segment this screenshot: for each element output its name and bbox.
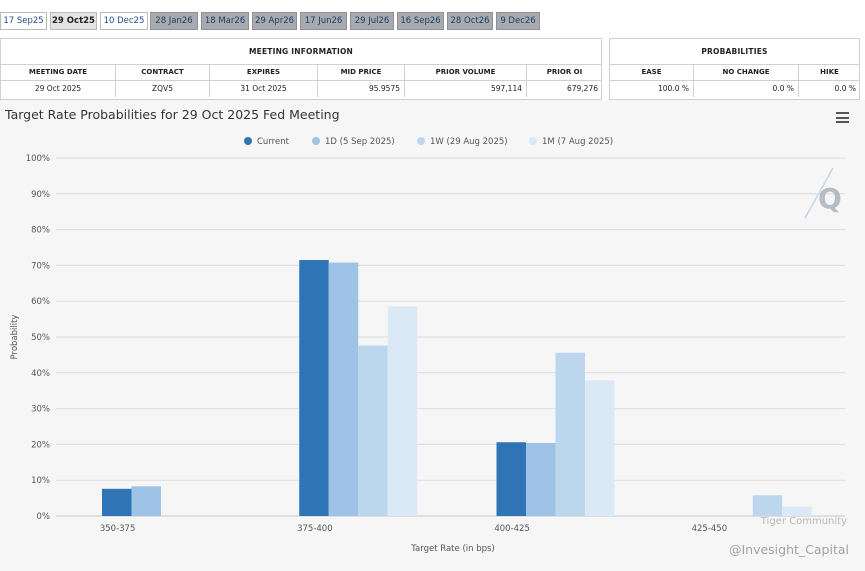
prior-oi-value: 679,276 xyxy=(566,84,598,93)
bar-1m-425-450 xyxy=(782,506,812,516)
col-no-change: NO CHANGE xyxy=(694,65,799,81)
tiger-community-watermark: Tiger Community xyxy=(760,516,847,527)
mid-price-value: 95.9575 xyxy=(318,81,405,97)
tab-meeting-8[interactable]: 16 Sep26 xyxy=(397,12,444,30)
bar-1d-350-375 xyxy=(131,486,161,516)
x-tick-label: 400-425 xyxy=(494,524,530,534)
x-tick-label: 375-400 xyxy=(297,524,333,534)
svg-text:Q: Q xyxy=(818,182,842,215)
legend-dot-icon xyxy=(312,137,320,145)
y-tick-label: 90% xyxy=(31,190,50,200)
col-mid-price: MID PRICE xyxy=(318,65,405,81)
chart-svg: 0% 10% 20% 30% 40% 50% 60% 70% 80% 90% 100% 350-375… xyxy=(10,154,845,554)
col-expires: EXPIRES xyxy=(210,65,318,81)
tab-meeting-4[interactable]: 18 Mar26 xyxy=(201,12,249,30)
col-prior-volume: PRIOR VOLUME xyxy=(405,65,527,81)
y-tick-label: 80% xyxy=(31,226,50,236)
legend-item-3[interactable]: 1M (7 Aug 2025) xyxy=(529,137,613,147)
y-tick-label: 0% xyxy=(37,512,51,522)
bar-1m-400-425 xyxy=(585,380,615,516)
hike-value: 0.0 % xyxy=(834,84,856,93)
meeting-information-header: MEETING INFORMATION xyxy=(1,39,601,65)
legend-label: 1D (5 Sep 2025) xyxy=(325,137,395,147)
col-contract: CONTRACT xyxy=(116,65,210,81)
legend-item-0[interactable]: Current xyxy=(244,137,289,147)
q-logo-icon: Q xyxy=(804,167,842,219)
legend-item-1[interactable]: 1D (5 Sep 2025) xyxy=(312,137,395,147)
y-axis-label: Probability xyxy=(10,315,20,360)
target-rate-chart: 0% 10% 20% 30% 40% 50% 60% 70% 80% 90% 100% 350-375… xyxy=(0,100,865,571)
meeting-date-tabs: 17 Sep25 29 Oct25 10 Dec25 28 Jan26 18 Mar26… xyxy=(0,12,865,30)
bar-1d-400-425 xyxy=(526,442,556,516)
y-tick-label: 40% xyxy=(31,369,50,379)
tab-meeting-2[interactable]: 10 Dec25 xyxy=(100,12,148,30)
y-tick-label: 30% xyxy=(31,405,50,415)
meeting-info-value-row: 29 Oct 2025 ZQV5 31 Oct 2025 95.9575 597… xyxy=(1,81,601,97)
col-prior-oi: PRIOR OI xyxy=(546,68,583,76)
x-tick-label: 425-450 xyxy=(692,524,728,534)
ease-value: 100.0 % xyxy=(610,81,694,97)
bar-1w-400-425 xyxy=(555,352,585,516)
bar-1w-425-450 xyxy=(752,495,783,516)
y-tick-label: 60% xyxy=(31,297,50,307)
legend-label: Current xyxy=(257,137,289,147)
contract-value: ZQV5 xyxy=(116,81,210,97)
y-tick-label: 100% xyxy=(26,154,50,164)
bar-current-400-425 xyxy=(496,442,526,516)
expires-value: 31 Oct 2025 xyxy=(210,81,318,97)
legend-dot-icon xyxy=(417,137,425,145)
probabilities-value-row: 100.0 % 0.0 % 0.0 % xyxy=(610,81,859,97)
probabilities-panel: PROBABILITIES EASE NO CHANGE HIKE 100.0 … xyxy=(609,38,860,100)
x-axis-label: Target Rate (in bps) xyxy=(410,544,495,554)
bar-1m-375-400 xyxy=(387,306,418,516)
x-tick-label: 350-375 xyxy=(100,524,136,534)
bar-current-350-375 xyxy=(102,488,132,516)
bar-1w-375-400 xyxy=(358,345,388,516)
no-change-value: 0.0 % xyxy=(694,81,799,97)
chart-legend: Current 1D (5 Sep 2025) 1W (29 Aug 2025) 1M… xyxy=(0,137,865,151)
probabilities-header: PROBABILITIES xyxy=(610,39,859,65)
meeting-date-value: 29 Oct 2025 xyxy=(1,81,116,97)
chart-title: Target Rate Probabilities for 29 Oct 202… xyxy=(5,107,340,122)
legend-label: 1M (7 Aug 2025) xyxy=(542,137,614,147)
col-hike: HIKE xyxy=(820,68,839,76)
prior-volume-value: 597,114 xyxy=(405,81,527,97)
tab-meeting-1[interactable]: 29 Oct25 xyxy=(50,12,97,30)
legend-item-2[interactable]: 1W (29 Aug 2025) xyxy=(417,137,508,147)
handle-watermark: @Invesight_Capital xyxy=(728,542,849,557)
y-tick-label: 20% xyxy=(31,440,50,450)
bar-1d-375-400 xyxy=(328,262,359,516)
meeting-info-header-row: MEETING DATE CONTRACT EXPIRES MID PRICE … xyxy=(1,65,601,81)
col-meeting-date: MEETING DATE xyxy=(1,65,116,81)
tab-meeting-6[interactable]: 17 Jun26 xyxy=(300,12,347,30)
tab-meeting-0[interactable]: 17 Sep25 xyxy=(0,12,47,30)
bar-current-375-400 xyxy=(299,260,329,516)
meeting-information-panel: MEETING INFORMATION MEETING DATE CONTRAC… xyxy=(0,38,602,100)
probabilities-header-row: EASE NO CHANGE HIKE xyxy=(610,65,859,81)
hamburger-menu-icon[interactable] xyxy=(836,112,849,123)
tab-meeting-7[interactable]: 29 Jul26 xyxy=(350,12,394,30)
tab-meeting-9[interactable]: 28 Oct26 xyxy=(447,12,493,30)
y-tick-label: 10% xyxy=(31,476,50,486)
tab-meeting-5[interactable]: 29 Apr26 xyxy=(252,12,297,30)
legend-dot-icon xyxy=(244,137,252,145)
legend-dot-icon xyxy=(529,137,537,145)
y-tick-label: 70% xyxy=(31,261,50,271)
y-tick-label: 50% xyxy=(31,333,50,343)
tab-meeting-10[interactable]: 9 Dec26 xyxy=(496,12,540,30)
legend-label: 1W (29 Aug 2025) xyxy=(430,137,508,147)
tab-meeting-3[interactable]: 28 Jan26 xyxy=(150,12,198,30)
col-ease: EASE xyxy=(610,65,694,81)
